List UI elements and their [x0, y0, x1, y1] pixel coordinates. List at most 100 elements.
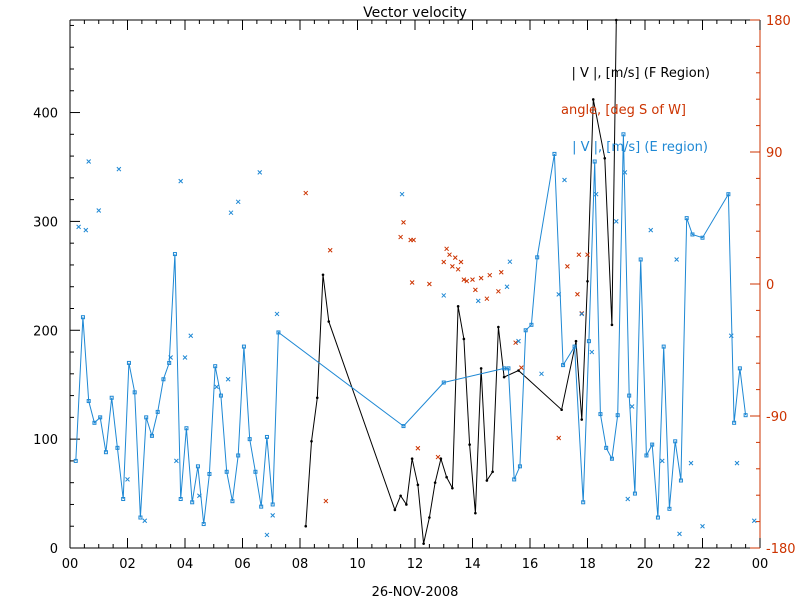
scatter-point	[519, 365, 524, 370]
data-point	[609, 456, 614, 461]
data-point	[439, 457, 443, 461]
data-point	[304, 524, 308, 528]
data-point	[690, 232, 695, 237]
data-point	[207, 471, 212, 476]
data-point	[517, 464, 522, 469]
scatter-point	[674, 257, 679, 262]
x-tick-label: 02	[119, 557, 136, 572]
data-point	[172, 252, 177, 257]
data-point	[213, 364, 218, 369]
scatter-point	[450, 264, 455, 269]
scatter-point	[455, 266, 461, 272]
x-tick-label: 14	[464, 557, 481, 572]
data-point	[603, 156, 607, 160]
data-point	[218, 393, 223, 398]
data-point	[552, 151, 557, 156]
scatter-point	[475, 298, 481, 304]
data-point	[184, 426, 189, 431]
scatter-point	[473, 287, 478, 293]
data-point	[523, 328, 528, 333]
scatter-point	[323, 498, 329, 504]
scatter-point	[478, 275, 484, 281]
scatter-point	[188, 333, 194, 339]
scatter-point	[556, 291, 562, 297]
scatter-point	[182, 355, 188, 360]
x-tick-label: 20	[637, 557, 654, 572]
data-point	[491, 470, 494, 474]
scatter-point	[96, 208, 102, 213]
scatter-point	[648, 227, 654, 233]
scatter-point	[125, 477, 130, 482]
data-point	[132, 390, 137, 395]
x-tick-label: 00	[62, 557, 79, 572]
data-point	[230, 499, 235, 504]
scatter-point	[470, 277, 475, 282]
scatter-point	[270, 512, 276, 518]
data-point	[535, 255, 540, 260]
data-point	[604, 445, 609, 450]
data-point	[433, 481, 437, 484]
scatter-point	[539, 371, 544, 377]
data-point	[678, 478, 683, 483]
data-point	[586, 279, 589, 283]
data-point	[410, 457, 414, 461]
data-point	[592, 159, 597, 164]
y2-tick-label: -90	[766, 410, 787, 425]
data-point	[270, 502, 275, 507]
scatter-point	[556, 435, 562, 441]
x-tick-label: 16	[522, 557, 539, 572]
scatter-point	[76, 224, 81, 230]
scatter-point	[178, 178, 184, 184]
data-point	[253, 469, 258, 474]
legend-label-angle: angle, [deg S of W]	[561, 103, 686, 118]
scatter-point	[659, 458, 665, 464]
scatter-point	[264, 532, 270, 538]
scatter-point	[452, 255, 458, 260]
data-point	[598, 412, 603, 417]
data-point	[621, 132, 626, 137]
data-point	[581, 500, 586, 505]
data-point	[92, 420, 97, 425]
scatter-point	[399, 191, 405, 197]
x-tick-label: 06	[234, 557, 251, 572]
data-point	[591, 98, 595, 101]
data-point	[638, 257, 643, 262]
scatter-point	[516, 338, 521, 344]
data-point	[422, 542, 425, 545]
scatter-point	[168, 355, 173, 360]
y-tick-label: 400	[33, 107, 58, 122]
chart-title: Vector velocity	[363, 5, 467, 21]
data-point	[502, 366, 507, 371]
data-point	[80, 315, 85, 320]
x-tick-label: 18	[579, 557, 596, 572]
scatter-point	[235, 199, 241, 205]
data-point	[126, 360, 131, 365]
scatter-point	[498, 269, 504, 275]
data-point	[310, 440, 313, 443]
scatter-point	[589, 349, 595, 355]
data-point	[416, 483, 420, 487]
data-point	[276, 330, 281, 335]
scatter-point	[274, 311, 280, 317]
scatter-point	[116, 166, 122, 172]
data-point	[474, 511, 477, 515]
y2-tick-label: 180	[766, 14, 791, 29]
scatter-point	[622, 170, 628, 175]
data-point	[121, 497, 126, 502]
data-point	[644, 453, 649, 458]
scatter-point	[504, 284, 510, 290]
scatter-point	[447, 252, 452, 258]
scatter-point	[303, 190, 309, 196]
scatter-point	[751, 518, 757, 524]
scatter-point	[677, 531, 682, 537]
data-point	[98, 415, 103, 420]
scatter-point	[427, 281, 432, 287]
scatter-point	[197, 493, 202, 499]
scatter-point	[728, 333, 734, 339]
scatter-point	[593, 191, 599, 197]
scatter-point	[398, 234, 403, 240]
data-point	[399, 494, 402, 498]
scatter-point	[327, 247, 333, 253]
scatter-point	[461, 277, 467, 282]
data-point	[405, 503, 408, 506]
